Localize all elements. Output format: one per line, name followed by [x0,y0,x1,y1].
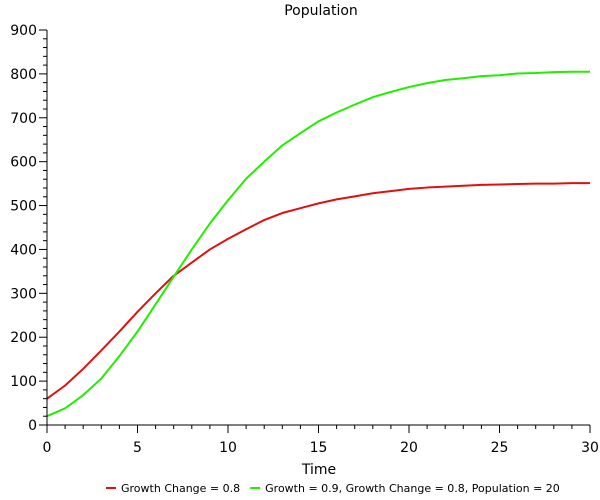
x-tick-label: 15 [310,440,328,456]
chart-title: Population [284,3,358,19]
x-tick-label: 5 [133,440,142,456]
x-tick-label: 25 [491,440,509,456]
y-tick-label: 500 [10,199,37,215]
y-tick-label: 100 [10,374,37,390]
y-tick-label: 400 [10,242,37,258]
y-tick-label: 700 [10,111,37,127]
x-axis-label: Time [301,462,336,478]
y-tick-label: 900 [10,23,37,39]
x-tick-label: 10 [219,440,237,456]
axes: 0 100 200 300 400 500 600 700 800 900 0 5 10 15 20 25 30 [10,23,599,456]
y-tick-label: 800 [10,67,37,83]
x-tick-label: 0 [43,440,52,456]
legend: Growth Change = 0.8 Growth = 0.9, Growth … [106,482,560,495]
legend-label-2: Growth = 0.9, Growth Change = 0.8, Popul… [265,482,560,495]
y-tick-label: 600 [10,155,37,171]
x-tick-label: 20 [400,440,418,456]
y-tick-label: 200 [10,330,37,346]
series-line-2 [46,70,590,418]
y-tick-label: 300 [10,286,37,302]
x-tick-label: 30 [581,440,599,456]
legend-label-1: Growth Change = 0.8 [121,482,240,495]
series-line-1 [46,182,590,400]
plot-area [46,70,590,418]
y-tick-label: 0 [28,418,37,434]
